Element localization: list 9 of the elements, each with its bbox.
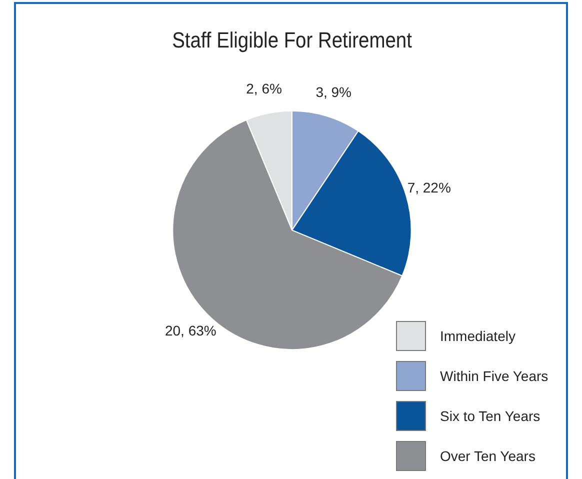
- data-label: 7, 22%: [407, 179, 451, 196]
- data-label: 3, 9%: [316, 84, 352, 100]
- data-label: 20, 63%: [164, 322, 216, 338]
- legend-label: Six to Ten Years: [440, 408, 540, 424]
- legend-label: Within Five Years: [440, 368, 548, 384]
- data-label: 2, 6%: [246, 80, 282, 97]
- chart-title: Staff Eligible For Retirement: [172, 28, 412, 53]
- legend-label: Over Ten Years: [440, 448, 536, 464]
- legend-label: Immediately: [440, 328, 516, 344]
